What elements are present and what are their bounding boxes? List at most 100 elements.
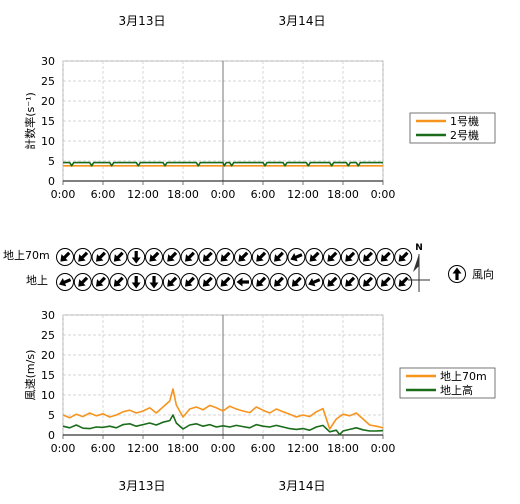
wind-arrow-icon [56, 273, 74, 291]
wind-arrow-icon [251, 248, 270, 266]
y-tick-label: 20 [41, 349, 55, 362]
wind-arrow-icon [234, 248, 252, 266]
compass-icon: N [408, 243, 430, 292]
wind-arrow-icon [145, 248, 163, 266]
x-tick-label: 0:00 [371, 442, 396, 455]
y-tick-label: 20 [41, 95, 55, 108]
wind-arrow-icon [305, 273, 324, 291]
x-tick-label: 0:00 [51, 188, 76, 201]
wind-arrow-icon [216, 248, 235, 266]
x-tick-label: 6:00 [251, 442, 276, 455]
wind-arrow-icon [251, 273, 270, 291]
date-bottom-2: 3月14日 [279, 479, 326, 493]
x-tick-label: 0:00 [211, 188, 236, 201]
wind-arrow-icon [376, 248, 395, 266]
wind-arrow-icon [73, 248, 92, 266]
wind-speed-chart: 0 5 10 15 20 25 30 0:00 6:00 12:00 18:00 0:00 6:00 1… [24, 309, 395, 455]
count-rate-chart: 0 5 10 15 20 25 30 0:00 6:00 12:00 18:00 0:00 6:00 1… [23, 55, 395, 201]
y-tick-label: 25 [41, 329, 55, 342]
wind-arrow-icon [91, 273, 110, 291]
y-tick-label: 10 [41, 135, 55, 148]
wind-arrow-icon [287, 248, 306, 266]
x-tick-label: 6:00 [91, 442, 116, 455]
wind-direction-legend-label: 風向 [472, 267, 494, 281]
x-tick-label: 18:00 [327, 442, 359, 455]
wind-arrow-icon [358, 273, 377, 291]
wind-arrow-icon [216, 273, 235, 291]
y-tick-label: 15 [41, 115, 55, 128]
wind-arrow-icon [180, 248, 199, 266]
wind-direction-legend-arrow-icon [448, 265, 466, 283]
wind-arrow-icon [56, 248, 74, 266]
count-rate-legend: 1号機 2号機 [409, 112, 496, 144]
wind-arrow-icon [269, 273, 288, 291]
compass-north-label: N [415, 243, 423, 253]
wind-arrow-icon [162, 248, 181, 266]
wind-arrow-icon [145, 273, 163, 291]
x-tick-label: 12:00 [287, 188, 319, 201]
date-top-1: 3月13日 [119, 14, 166, 28]
wind-arrow-icon [305, 248, 324, 266]
wind-arrow-icon [394, 248, 413, 266]
x-tick-label: 12:00 [127, 442, 159, 455]
y-tick-label: 10 [41, 389, 55, 402]
wind-arrow-icon [162, 273, 181, 291]
wind-arrow-icon [287, 273, 306, 291]
x-tick-label: 12:00 [127, 188, 159, 201]
x-tick-label: 0:00 [51, 442, 76, 455]
legend-label-unit1: 1号機 [450, 114, 479, 128]
date-top-2: 3月14日 [279, 14, 326, 28]
y-tick-label: 0 [48, 175, 55, 188]
wind-arrow-icon [340, 273, 359, 291]
legend-label-70m: 地上70m [440, 370, 487, 383]
y-tick-label: 5 [48, 155, 55, 168]
wind-arrow-icon [91, 248, 110, 266]
wind-direction-row-lower [56, 273, 413, 291]
wind-arrow-icon [269, 248, 288, 266]
wind-direction-row-upper [56, 248, 413, 266]
x-tick-label: 6:00 [251, 188, 276, 201]
wind-arrow-icon [234, 273, 252, 291]
wind-arrow-icon [323, 248, 341, 266]
y-tick-label: 30 [41, 309, 55, 322]
series-line-1 [62, 388, 384, 430]
x-tick-label: 6:00 [91, 188, 116, 201]
direction-row-label-lower: 地上 [26, 274, 48, 287]
wind-arrow-icon [180, 273, 199, 291]
x-tick-label: 0:00 [211, 442, 236, 455]
wind-arrow-icon [198, 248, 217, 266]
date-bottom-1: 3月13日 [119, 479, 166, 493]
legend-label-unit2: 2号機 [450, 128, 479, 142]
x-tick-label: 12:00 [287, 442, 319, 455]
series-line-2 [63, 161, 383, 167]
wind-arrow-icon [109, 273, 128, 291]
legend-label-ground: 地上高 [440, 383, 473, 397]
count-rate-ylabel: 計数率(s⁻¹) [23, 92, 37, 150]
series-line-2 [62, 414, 384, 436]
wind-arrow-icon [109, 248, 128, 266]
wind-arrow-icon [73, 273, 92, 291]
x-tick-label: 18:00 [167, 442, 199, 455]
wind-arrow-icon [376, 273, 395, 291]
x-tick-label: 0:00 [371, 188, 396, 201]
wind-arrow-icon [127, 248, 146, 266]
wind-arrow-icon [340, 248, 359, 266]
direction-row-label-upper: 地上70m [3, 249, 50, 262]
y-tick-label: 0 [48, 429, 55, 442]
wind-arrow-icon [198, 273, 217, 291]
wind-speed-ylabel: 風速(m/s) [24, 350, 37, 401]
x-tick-label: 18:00 [327, 188, 359, 201]
wind-speed-legend: 地上70m 地上高 [399, 367, 496, 399]
y-tick-label: 25 [41, 75, 55, 88]
y-tick-label: 30 [41, 55, 55, 68]
x-tick-label: 18:00 [167, 188, 199, 201]
wind-arrow-icon [323, 273, 341, 291]
wind-arrow-icon [394, 273, 413, 291]
wind-arrow-icon [358, 248, 377, 266]
y-tick-label: 15 [41, 369, 55, 382]
y-tick-label: 5 [48, 409, 55, 422]
wind-direction-legend: 風向 [448, 265, 494, 283]
wind-arrow-icon [127, 273, 146, 291]
